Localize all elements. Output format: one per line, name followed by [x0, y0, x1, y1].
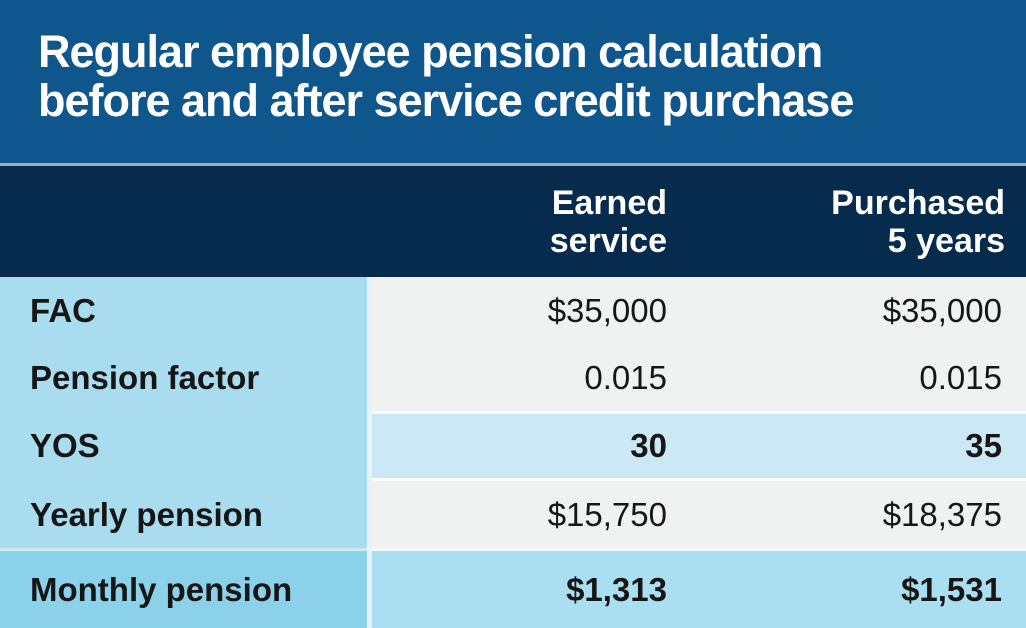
row-values: $1,313 $1,531 [372, 551, 1026, 628]
row-values: 0.015 0.015 [372, 345, 1026, 411]
column-gap [367, 551, 372, 628]
row-values: $35,000 $35,000 [372, 277, 1026, 345]
table-row-fac: FAC $35,000 $35,000 [0, 277, 1026, 345]
column-header-purchased-5-years: Purchased 5 years [667, 184, 1026, 260]
table-row-yos: YOS 30 35 [0, 414, 1026, 478]
column-gap [367, 414, 372, 478]
yearly-pension-earned-value: $15,750 [547, 495, 667, 533]
row-label: YOS [0, 414, 367, 478]
table-column-header: Earned service Purchased 5 years [0, 166, 1026, 277]
row-values: $15,750 $18,375 [372, 481, 1026, 548]
table-row-monthly-pension: Monthly pension $1,313 $1,531 [0, 551, 1026, 628]
header-earned-line-2: service [549, 221, 667, 260]
header-purchased-line-1: Purchased [831, 183, 1005, 222]
column-gap [367, 277, 372, 345]
column-header-earned-service: Earned service [372, 184, 667, 260]
column-gap [367, 345, 372, 411]
pension-factor-earned-value: 0.015 [584, 359, 667, 396]
header-earned-line-1: Earned [551, 183, 667, 222]
row-label: Pension factor [0, 345, 367, 411]
monthly-pension-earned-value: $1,313 [566, 570, 667, 608]
row-label: FAC [0, 277, 367, 345]
pension-factor-purchased-value: 0.015 [919, 359, 1002, 396]
fac-earned-value: $35,000 [547, 292, 667, 329]
row-label: Yearly pension [0, 481, 367, 548]
row-spacer [0, 478, 1026, 481]
page-title-line-1: Regular employee pension calculation [38, 26, 823, 77]
row-spacer [0, 411, 1026, 414]
page-title-line-2: before and after service credit purchase [38, 75, 854, 126]
monthly-pension-purchased-value: $1,531 [901, 570, 1002, 608]
row-label: Monthly pension [0, 551, 367, 628]
table-row-pension-factor: Pension factor 0.015 0.015 [0, 345, 1026, 411]
yos-earned-value: 30 [630, 427, 667, 464]
title-separator [0, 163, 1026, 166]
header-purchased-line-2: 5 years [887, 221, 1005, 260]
column-gap [367, 481, 372, 548]
yearly-pension-purchased-value: $18,375 [882, 495, 1002, 533]
row-values: 30 35 [372, 414, 1026, 478]
yos-purchased-value: 35 [965, 427, 1002, 464]
title-band: Regular employee pension calculation bef… [0, 0, 1026, 163]
row-spacer [0, 548, 1026, 551]
table-row-yearly-pension: Yearly pension $15,750 $18,375 [0, 481, 1026, 548]
fac-purchased-value: $35,000 [882, 292, 1002, 329]
